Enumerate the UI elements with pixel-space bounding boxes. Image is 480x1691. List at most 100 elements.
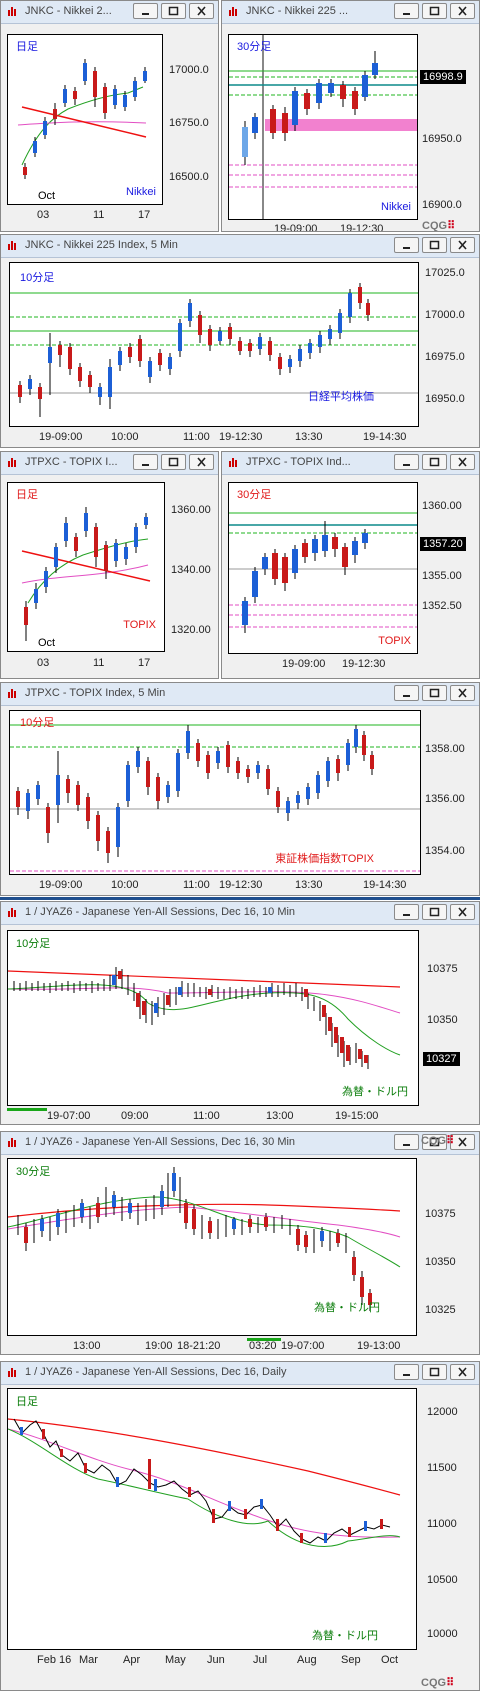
close-button[interactable]	[450, 904, 475, 920]
chart-watermark: TOPIX	[123, 619, 156, 631]
close-button[interactable]	[450, 1134, 475, 1150]
y-tick: 16900.0	[422, 199, 462, 211]
x-tick: 11:00	[193, 1110, 220, 1122]
minimize-button[interactable]	[394, 685, 419, 701]
x-tick: 13:00	[266, 1110, 294, 1122]
chart-plot[interactable]: 日足 Nikkei Oct	[7, 34, 163, 205]
x-tick: 03:20	[249, 1340, 277, 1352]
chart-plot[interactable]: 30分足 為替・ドル円	[7, 1158, 417, 1336]
restore-button[interactable]	[422, 1134, 447, 1150]
minimize-button[interactable]	[394, 1134, 419, 1150]
chart-app-icon	[8, 458, 16, 467]
chart-period-label: 10分足	[16, 938, 51, 950]
minimize-button[interactable]	[394, 3, 419, 19]
x-tick: 13:30	[295, 879, 323, 891]
chart-plot[interactable]: 30分足 Nikkei	[228, 34, 418, 220]
x-tick: 17	[138, 209, 151, 221]
chart-plot[interactable]: 10分足 為替・ドル円	[7, 930, 419, 1106]
title-bar[interactable]: JNKC - Nikkei 225 Index, 5 Min	[1, 235, 479, 258]
title-bar[interactable]: 1 / JYAZ6 - Japanese Yen-All Sessions, D…	[1, 1362, 479, 1385]
close-button[interactable]	[450, 1364, 475, 1380]
window-topix-30min[interactable]: JTPXC - TOPIX Ind...	[221, 451, 480, 679]
restore-button[interactable]	[422, 904, 447, 920]
x-tick: 19-09:00	[282, 658, 326, 670]
minimize-button[interactable]	[394, 1364, 419, 1380]
x-tick: 09:00	[121, 1110, 149, 1122]
y-tick: 11000	[427, 1518, 457, 1530]
candlestick-chart	[8, 1418, 401, 1547]
chart-watermark: Nikkei	[126, 186, 156, 198]
x-tick: Oct	[381, 1654, 399, 1666]
y-tick: 1356.00	[425, 793, 465, 805]
y-tick: 1340.00	[171, 564, 211, 576]
x-tick: Apr	[123, 1654, 141, 1666]
title-bar[interactable]: JTPXC - TOPIX Ind...	[222, 452, 479, 475]
y-tick: 1354.00	[425, 845, 465, 857]
close-button[interactable]	[450, 685, 475, 701]
candlestick-chart	[17, 59, 147, 179]
title-bar[interactable]: JNKC - Nikkei 225 ...	[222, 1, 479, 24]
title-bar[interactable]: 1 / JYAZ6 - Japanese Yen-All Sessions, D…	[1, 902, 479, 925]
window-topix-5min[interactable]: JTPXC - TOPIX Index, 5 Min	[0, 682, 480, 896]
window-yen-daily[interactable]: 1 / JYAZ6 - Japanese Yen-All Sessions, D…	[0, 1361, 480, 1691]
window-nikkei-30min[interactable]: JNKC - Nikkei 225 ...	[221, 0, 480, 232]
restore-button[interactable]	[161, 454, 186, 470]
chart-period-label: 日足	[16, 41, 38, 53]
minimize-button[interactable]	[394, 904, 419, 920]
y-tick: 10375	[425, 1208, 456, 1220]
window-title: JNKC - Nikkei 225 Index, 5 Min	[25, 239, 178, 251]
restore-button[interactable]	[422, 237, 447, 253]
candles	[16, 725, 374, 863]
close-button[interactable]	[189, 3, 214, 19]
close-button[interactable]	[450, 3, 475, 19]
chart-plot[interactable]: 10分足 日経平均株価	[9, 262, 419, 427]
minimize-button[interactable]	[394, 454, 419, 470]
window-topix-daily[interactable]: JTPXC - TOPIX I...	[0, 451, 219, 679]
x-tick: 11	[93, 209, 105, 221]
window-nikkei-daily[interactable]: JNKC - Nikkei 2...	[0, 0, 219, 232]
y-tick: 1360.00	[171, 504, 211, 516]
title-bar[interactable]: JNKC - Nikkei 2...	[1, 1, 218, 24]
restore-button[interactable]	[422, 3, 447, 19]
x-tick: 17	[138, 657, 151, 669]
title-bar[interactable]: 1 / JYAZ6 - Japanese Yen-All Sessions, D…	[1, 1132, 479, 1155]
cqg-logo: CQG⠿	[422, 220, 456, 232]
restore-button[interactable]	[422, 1364, 447, 1380]
y-tick: 16975.0	[425, 351, 465, 363]
candles	[242, 51, 378, 165]
y-tick: 17000.0	[425, 309, 465, 321]
y-tick: 16950.0	[425, 393, 465, 405]
restore-button[interactable]	[422, 685, 447, 701]
candles	[23, 59, 147, 179]
x-tick: 11:00	[183, 431, 210, 443]
minimize-button[interactable]	[133, 454, 158, 470]
chart-watermark: 為替・ドル円	[342, 1086, 408, 1098]
y-tick: 10325	[425, 1304, 456, 1316]
chart-watermark: 東証株価指数TOPIX	[275, 853, 374, 865]
x-tick: 19-12:30	[342, 658, 386, 670]
x-tick: Jun	[207, 1654, 225, 1666]
window-nikkei-5min[interactable]: JNKC - Nikkei 225 Index, 5 Min	[0, 234, 480, 448]
chart-plot[interactable]: 日足 為替・ドル円	[7, 1388, 417, 1650]
title-bar[interactable]: JTPXC - TOPIX Index, 5 Min	[1, 683, 479, 706]
window-title: JNKC - Nikkei 225 ...	[246, 5, 349, 17]
restore-button[interactable]	[422, 454, 447, 470]
close-button[interactable]	[450, 237, 475, 253]
x-tick: Feb 16	[37, 1654, 72, 1666]
restore-button[interactable]	[161, 3, 186, 19]
chart-plot[interactable]: 10分足 東証株価指数TOPIX	[9, 710, 421, 875]
y-tick: 17000.0	[169, 64, 209, 76]
window-yen-10min[interactable]: 1 / JYAZ6 - Japanese Yen-All Sessions, D…	[0, 901, 480, 1125]
x-tick: Mar	[79, 1654, 98, 1666]
window-title: 1 / JYAZ6 - Japanese Yen-All Sessions, D…	[25, 1366, 287, 1378]
minimize-button[interactable]	[394, 237, 419, 253]
candles	[18, 283, 370, 417]
y-tick: 10000	[427, 1628, 458, 1640]
minimize-button[interactable]	[133, 3, 158, 19]
window-yen-30min[interactable]: 1 / JYAZ6 - Japanese Yen-All Sessions, D…	[0, 1131, 480, 1355]
close-button[interactable]	[189, 454, 214, 470]
title-bar[interactable]: JTPXC - TOPIX I...	[1, 452, 218, 475]
chart-plot[interactable]: 30分足 TOPIX	[228, 482, 418, 654]
close-button[interactable]	[450, 454, 475, 470]
chart-plot[interactable]: 日足 TOPIX Oct	[7, 482, 165, 652]
